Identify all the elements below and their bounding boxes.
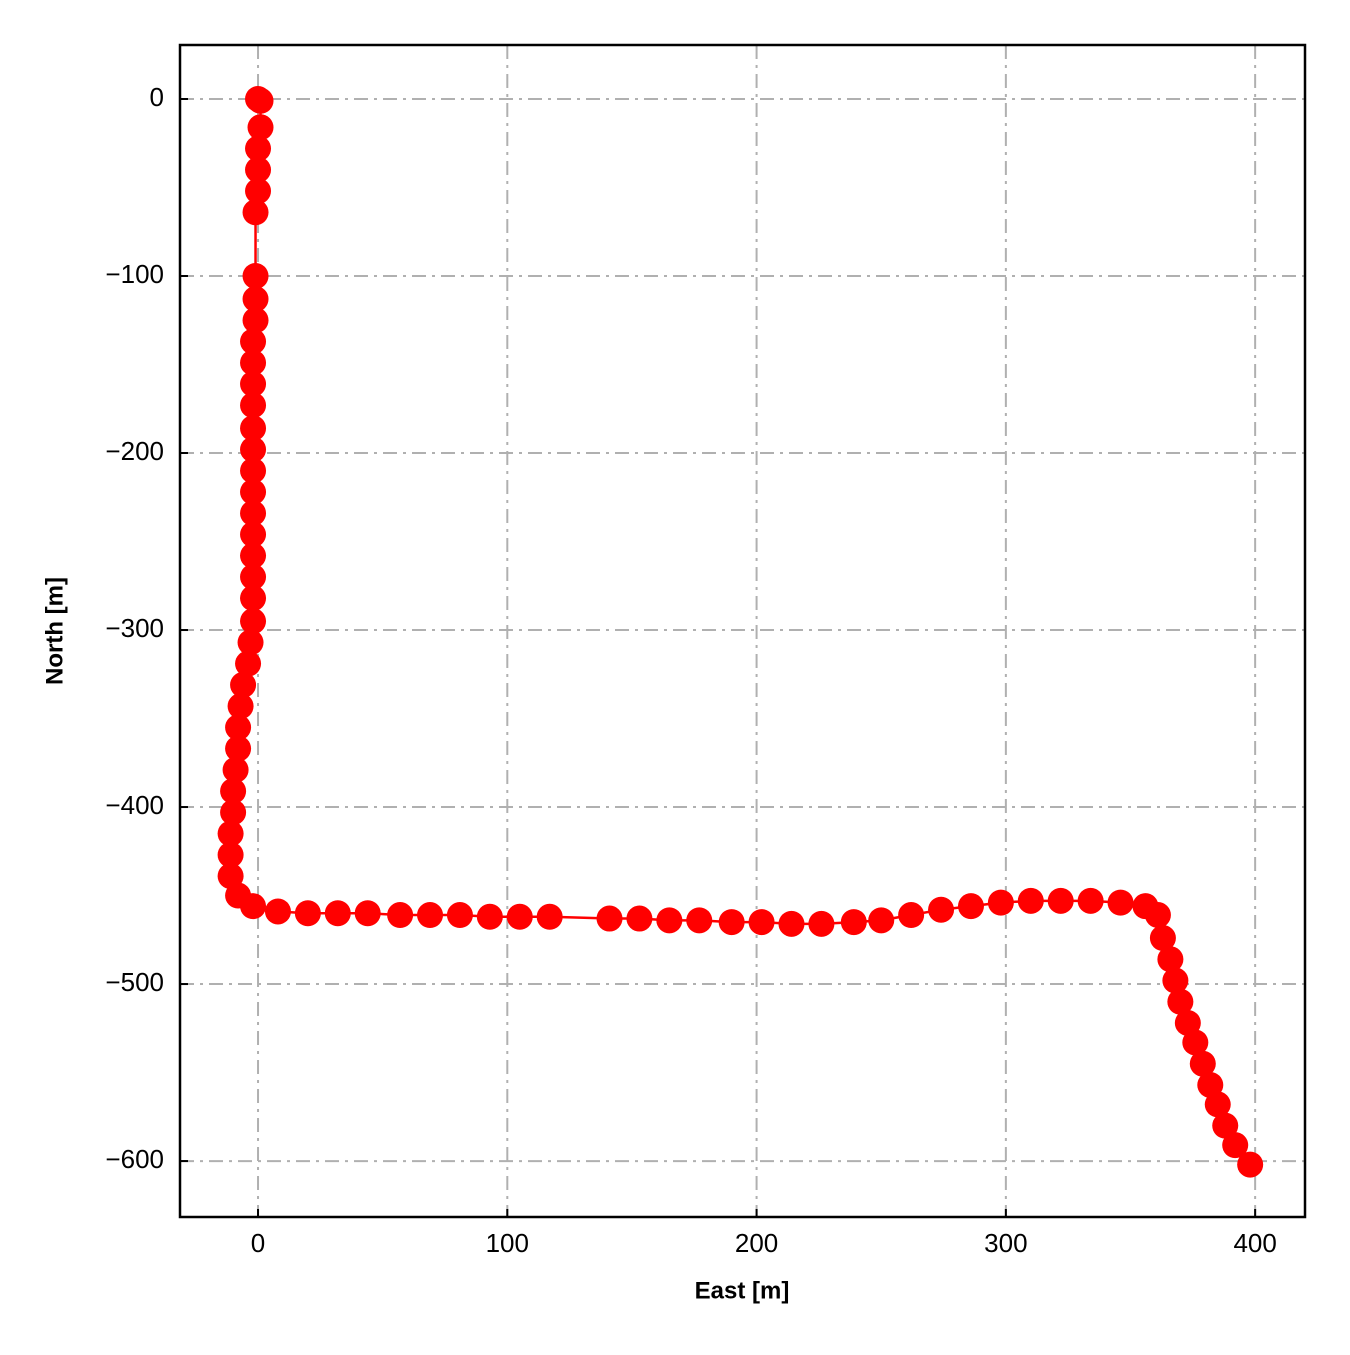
point [242, 263, 269, 290]
point [240, 893, 267, 920]
y-tick-label: −200 [105, 436, 164, 466]
x-tick-label: 100 [486, 1228, 529, 1258]
point [1182, 1029, 1209, 1056]
point [240, 457, 267, 484]
point [294, 900, 321, 927]
point [928, 896, 955, 923]
point [240, 370, 267, 397]
x-tick-label: 200 [735, 1228, 778, 1258]
point [247, 87, 274, 114]
point [748, 909, 775, 936]
y-tick-label: −300 [105, 613, 164, 643]
point [240, 542, 267, 569]
point [240, 608, 267, 635]
point [417, 902, 444, 929]
point [217, 841, 244, 868]
point [1174, 1009, 1201, 1036]
point [1167, 988, 1194, 1015]
point [718, 909, 745, 936]
plot-frame [178, 43, 1307, 1219]
y-tick-label: −600 [105, 1144, 164, 1174]
series-line [229, 97, 1252, 1166]
point [1222, 1132, 1249, 1159]
point [778, 910, 805, 937]
point [446, 902, 473, 929]
point [225, 735, 252, 762]
point [840, 909, 867, 936]
point [898, 902, 925, 929]
point [237, 629, 264, 656]
point [536, 903, 563, 930]
point [324, 900, 351, 927]
y-tick-label: −100 [105, 259, 164, 289]
y-tick-label: −400 [105, 790, 164, 820]
point [220, 778, 247, 805]
point [957, 893, 984, 920]
point [354, 900, 381, 927]
point [240, 349, 267, 376]
point [240, 436, 267, 463]
point [1189, 1050, 1216, 1077]
point [506, 903, 533, 930]
point [626, 905, 653, 932]
point [247, 114, 274, 141]
x-tick-label: 400 [1233, 1228, 1276, 1258]
point [240, 478, 267, 505]
point [1144, 902, 1171, 929]
point [245, 135, 272, 162]
x-tick-label: 300 [984, 1228, 1027, 1258]
point [240, 563, 267, 590]
point [222, 756, 249, 783]
point [1162, 967, 1189, 994]
point [242, 286, 269, 313]
x-tick-label: 0 [251, 1228, 265, 1258]
point [1237, 1151, 1264, 1178]
point [220, 799, 247, 826]
point [240, 585, 267, 612]
point [1077, 887, 1104, 914]
point [240, 392, 267, 419]
point [596, 905, 623, 932]
point [808, 910, 835, 937]
point [387, 902, 414, 929]
point [227, 693, 254, 720]
point [235, 650, 262, 677]
point [242, 307, 269, 334]
point [225, 714, 252, 741]
point [1149, 925, 1176, 952]
point [240, 415, 267, 442]
point [1017, 887, 1044, 914]
point [240, 521, 267, 548]
point [217, 820, 244, 847]
x-axis-label: East [m] [695, 1277, 790, 1304]
point [264, 898, 291, 925]
point [476, 903, 503, 930]
point [245, 156, 272, 183]
y-axis-label: North [m] [41, 577, 68, 685]
point [686, 907, 713, 934]
point [656, 907, 683, 934]
point [230, 671, 257, 698]
y-tick-label: 0 [150, 82, 164, 112]
point [1204, 1091, 1231, 1118]
point [868, 907, 895, 934]
y-tick-label: −500 [105, 967, 164, 997]
point [217, 863, 244, 890]
point [240, 328, 267, 355]
point [1157, 946, 1184, 973]
point [242, 199, 269, 226]
point [245, 178, 272, 205]
point [1107, 889, 1134, 916]
point [987, 889, 1014, 916]
point [1212, 1112, 1239, 1139]
point [1197, 1071, 1224, 1098]
point [1047, 887, 1074, 914]
point [240, 500, 267, 527]
